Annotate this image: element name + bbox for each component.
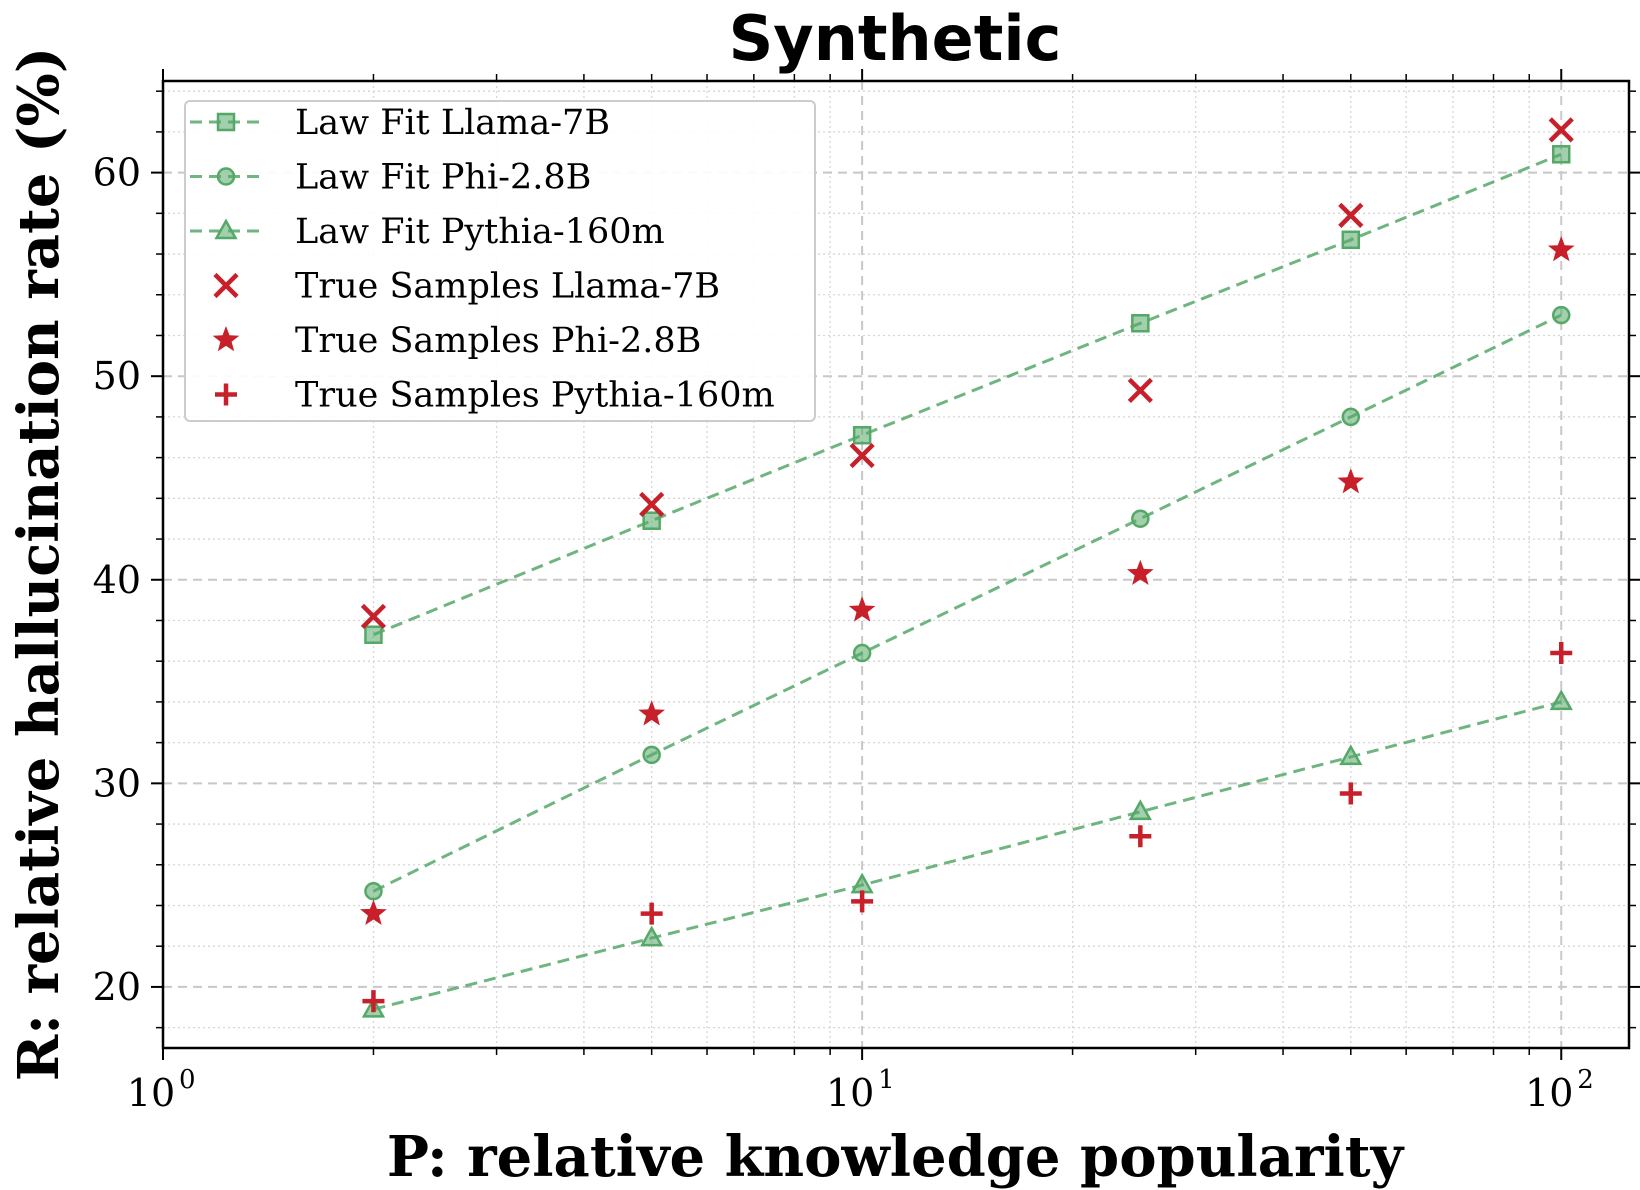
star-marker xyxy=(212,326,240,352)
y-tick-label: 40 xyxy=(93,558,141,602)
star-marker xyxy=(1337,468,1365,494)
series-true-samples-phi-2-8b xyxy=(360,236,1575,925)
circle-marker xyxy=(1551,305,1571,325)
legend-label: True Samples Llama-7B xyxy=(295,267,720,307)
legend-item: Law Fit Phi-2.8B xyxy=(190,158,591,198)
x-axis-label: P: relative knowledge popularity xyxy=(387,1124,1405,1190)
square-marker xyxy=(216,112,236,132)
series-law-fit-llama-7b xyxy=(364,145,1571,644)
star-marker xyxy=(1547,236,1575,262)
x-marker xyxy=(213,272,239,299)
legend-label: Law Fit Llama-7B xyxy=(295,103,610,143)
series-true-samples-llama-7b xyxy=(360,117,1574,630)
legend-label: True Samples Pythia-160m xyxy=(295,376,775,416)
plus-marker xyxy=(640,902,663,925)
y-tick-label: 50 xyxy=(93,354,141,398)
star-marker xyxy=(360,899,387,925)
circle-marker xyxy=(216,167,236,186)
circle-marker xyxy=(1341,407,1361,427)
square-marker xyxy=(1551,145,1571,164)
legend-label: Law Fit Phi-2.8B xyxy=(295,158,591,198)
plus-marker xyxy=(1339,782,1362,805)
series-law-fit-phi-2-8b xyxy=(364,305,1571,901)
axis-ticks xyxy=(151,69,1640,1060)
x-marker xyxy=(360,603,387,630)
fit-line xyxy=(372,152,1562,637)
circle-marker xyxy=(642,745,661,765)
x-marker xyxy=(1127,377,1153,404)
square-marker xyxy=(364,625,383,644)
legend-item: Law Fit Pythia-160m xyxy=(190,212,665,252)
legend: Law Fit Llama-7B Law Fit Phi-2.8B Law Fit … xyxy=(184,100,816,422)
x-tick-labels: 10 0 10 1 10 2 xyxy=(127,1065,1594,1115)
triangle-marker xyxy=(1339,744,1363,766)
plus-marker xyxy=(851,890,874,913)
series-layer xyxy=(360,117,1575,1018)
triangle-marker xyxy=(1549,689,1573,711)
x-marker xyxy=(639,491,665,518)
square-marker xyxy=(852,425,872,445)
y-tick-label: 30 xyxy=(93,761,141,805)
series-true-samples-pythia-160m xyxy=(362,642,1573,1013)
x-marker xyxy=(849,442,875,469)
x-marker xyxy=(1548,117,1574,143)
legend-item: True Samples Phi-2.8B xyxy=(212,321,701,361)
legend-box xyxy=(184,100,816,422)
plus-marker xyxy=(1129,825,1152,848)
plus-marker xyxy=(215,383,237,406)
legend-label: True Samples Phi-2.8B xyxy=(295,321,701,361)
circle-marker xyxy=(852,643,872,663)
plot-frame xyxy=(161,79,1631,1050)
y-tick-labels: 20 30 40 50 60 xyxy=(93,151,141,1009)
x-tick-exponent: 0 xyxy=(179,1065,196,1095)
triangle-marker xyxy=(1128,799,1152,821)
x-marker xyxy=(1338,202,1364,228)
x-tick-label: 10 xyxy=(826,1071,874,1115)
star-marker xyxy=(638,700,665,726)
triangle-marker xyxy=(214,218,238,240)
x-tick-label: 10 xyxy=(1525,1071,1573,1115)
x-tick-exponent: 1 xyxy=(878,1065,895,1095)
series-law-fit-pythia-160m xyxy=(361,689,1573,1018)
circle-marker xyxy=(1131,509,1150,528)
grid-minor xyxy=(163,81,1629,1048)
y-tick-label: 20 xyxy=(93,965,141,1009)
x-tick-label: 10 xyxy=(127,1071,175,1115)
circle-marker xyxy=(364,881,383,901)
square-marker xyxy=(1131,314,1150,333)
chart-title: Synthetic xyxy=(729,2,1062,75)
plus-marker xyxy=(1550,642,1573,665)
y-axis-label: R: relative hallucination rate (%) xyxy=(6,47,72,1082)
fit-line xyxy=(372,313,1562,893)
y-tick-label: 60 xyxy=(93,151,141,195)
square-marker xyxy=(1341,230,1361,250)
legend-item: True Samples Llama-7B xyxy=(213,267,720,307)
legend-item: True Samples Pythia-160m xyxy=(215,376,775,416)
star-marker xyxy=(1127,559,1154,585)
x-tick-exponent: 2 xyxy=(1577,1065,1594,1095)
legend-label: Law Fit Pythia-160m xyxy=(295,212,665,252)
star-marker xyxy=(848,596,876,622)
triangle-marker xyxy=(850,872,874,894)
plus-marker xyxy=(362,990,385,1013)
triangle-marker xyxy=(640,925,664,947)
fit-line xyxy=(373,700,1562,1011)
square-marker xyxy=(642,511,661,530)
legend-item: Law Fit Llama-7B xyxy=(190,103,610,143)
